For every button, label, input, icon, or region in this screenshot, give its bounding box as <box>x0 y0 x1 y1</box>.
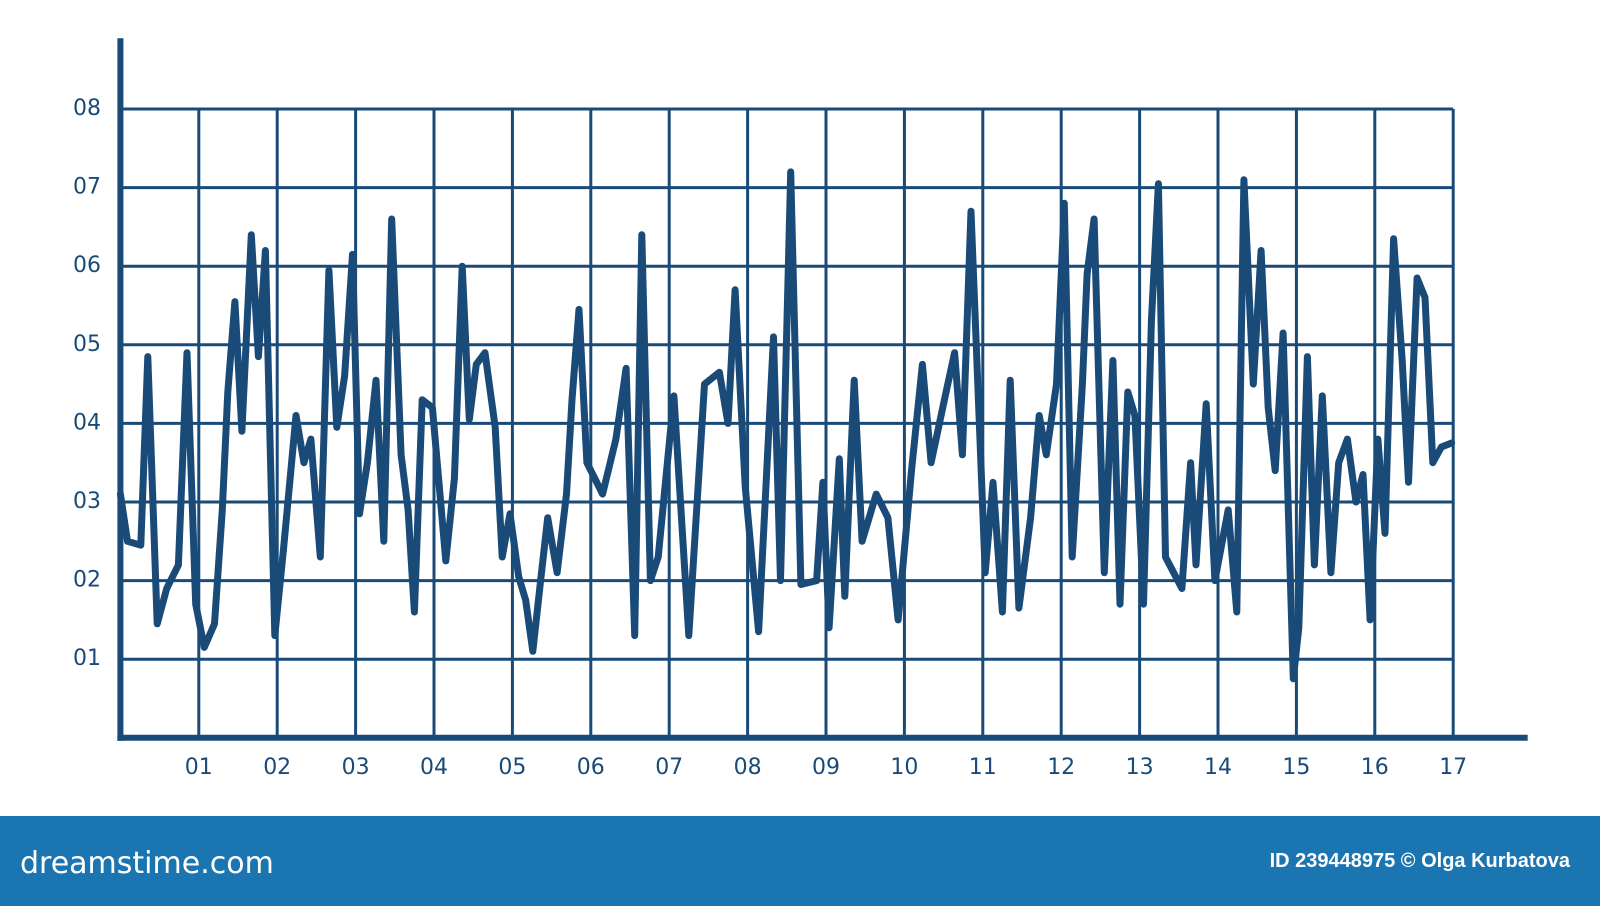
y-tick-label: 08 <box>73 96 101 121</box>
x-tick-label: 09 <box>812 755 840 780</box>
x-tick-label: 03 <box>342 755 370 780</box>
y-tick-label: 01 <box>73 646 101 671</box>
footer-band: dreamstime.com ID 239448975 © Olga Kurba… <box>0 816 1600 906</box>
y-tick-label: 06 <box>73 253 101 278</box>
x-tick-label: 04 <box>420 755 448 780</box>
y-tick-label: 04 <box>73 410 101 435</box>
x-tick-label: 17 <box>1439 755 1467 780</box>
x-tick-label: 05 <box>498 755 526 780</box>
x-tick-label: 10 <box>890 755 918 780</box>
y-tick-label: 07 <box>73 175 101 200</box>
x-tick-label: 06 <box>577 755 605 780</box>
chart: 01 02 03 04 05 06 07 08 01 02 03 04 05 06 07 08 09 10 11 12… <box>73 38 1528 780</box>
x-tick-label: 14 <box>1204 755 1232 780</box>
credit: ID 239448975 © Olga Kurbatova <box>1269 850 1570 872</box>
x-tick-label: 16 <box>1361 755 1389 780</box>
x-tick-label: 11 <box>969 755 997 780</box>
brand: dreamstime.com <box>20 846 274 881</box>
data-line <box>116 168 1456 683</box>
x-tick-label: 13 <box>1126 755 1154 780</box>
x-tick-label: 01 <box>185 755 213 780</box>
x-tick-label: 15 <box>1282 755 1310 780</box>
y-tick-label: 02 <box>73 568 101 593</box>
x-tick-label: 08 <box>734 755 762 780</box>
x-tick-label: 12 <box>1047 755 1075 780</box>
y-tick-label: 05 <box>73 332 101 357</box>
x-tick-label: 02 <box>263 755 291 780</box>
y-tick-label: 03 <box>73 489 101 514</box>
x-tick-label: 07 <box>655 755 683 780</box>
